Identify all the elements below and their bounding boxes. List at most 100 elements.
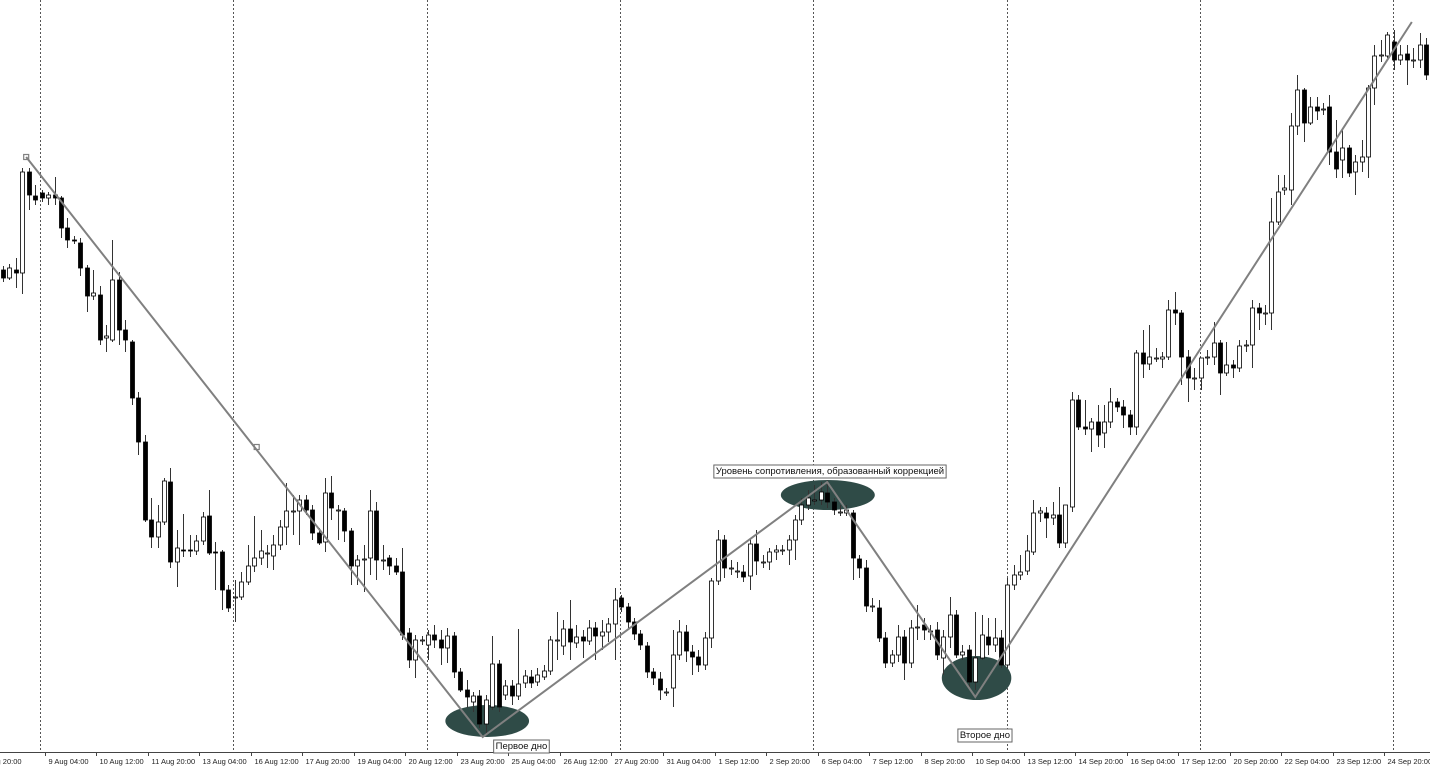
- bullish-candle-body: [1340, 147, 1345, 161]
- bullish-candle-body: [355, 559, 360, 567]
- candle: [890, 650, 895, 667]
- bearish-candle-body: [374, 510, 379, 561]
- annotation-box: [957, 728, 1013, 743]
- bearish-candle-body: [1044, 512, 1049, 519]
- bearish-candle-body: [497, 663, 502, 708]
- candle: [967, 645, 972, 688]
- candle: [259, 530, 264, 565]
- bearish-candle-body: [149, 519, 154, 538]
- bullish-candle-body: [104, 335, 109, 339]
- bearish-candle-body: [619, 597, 624, 608]
- candle: [1257, 303, 1262, 330]
- bullish-candle-body: [1237, 345, 1242, 369]
- bearish-candle-body: [342, 510, 347, 532]
- candle: [413, 635, 418, 678]
- candle: [703, 632, 708, 670]
- candle: [954, 610, 959, 658]
- candle: [503, 680, 508, 700]
- bullish-candle-body: [1276, 191, 1281, 223]
- bearish-candle-body: [452, 635, 457, 673]
- candle: [767, 548, 772, 570]
- candle: [72, 236, 77, 244]
- bullish-candle-body: [46, 194, 51, 199]
- candle: [1347, 145, 1352, 177]
- bullish-candle-body: [1108, 401, 1113, 423]
- bearish-candle-body: [690, 651, 695, 658]
- bearish-candle-body: [226, 589, 231, 609]
- candles: [1, 30, 1429, 735]
- bearish-candle-body: [1315, 106, 1320, 112]
- bearish-candle-body: [741, 571, 746, 578]
- bullish-candle-body: [555, 639, 560, 642]
- candle: [1083, 400, 1088, 435]
- candle: [915, 605, 920, 640]
- candle: [40, 190, 45, 202]
- candle: [1295, 75, 1300, 135]
- bullish-candle-body: [587, 627, 592, 642]
- zigzag-line: [23, 21, 1413, 739]
- candle: [677, 620, 682, 660]
- candle: [458, 668, 463, 692]
- candle: [1212, 322, 1217, 365]
- candle: [638, 630, 643, 650]
- x-tick-label: 8 Aug 20:00: [0, 757, 22, 766]
- bullish-candle-body: [445, 635, 450, 649]
- candle: [439, 630, 444, 665]
- bearish-candle-body: [1347, 147, 1352, 174]
- candle: [535, 668, 540, 686]
- bearish-candle-body: [754, 543, 759, 562]
- candle: [1147, 325, 1152, 370]
- candle: [20, 168, 25, 294]
- candle: [787, 535, 792, 565]
- bearish-candle-body: [432, 634, 437, 641]
- candle: [948, 597, 953, 648]
- bullish-candle-body: [239, 581, 244, 598]
- x-tick-label: 14 Sep 20:00: [1079, 757, 1124, 766]
- x-tick-label: 13 Sep 12:00: [1028, 757, 1073, 766]
- candle: [136, 392, 141, 455]
- bullish-candle-body: [110, 279, 115, 341]
- candle: [1224, 342, 1229, 376]
- bearish-candle-body: [400, 571, 405, 636]
- candle: [1160, 352, 1165, 368]
- x-tick-label: 9 Aug 04:00: [49, 757, 89, 766]
- x-tick-label: 1 Sep 12:00: [719, 757, 759, 766]
- candle: [1340, 130, 1345, 178]
- bearish-candle-body: [999, 637, 1004, 666]
- bearish-candle-body: [65, 227, 70, 241]
- bullish-candle-body: [574, 636, 579, 644]
- candle: [1121, 400, 1126, 428]
- candle: [909, 620, 914, 668]
- bullish-candle-body: [246, 565, 251, 583]
- candle: [1237, 340, 1242, 372]
- candle: [149, 498, 154, 548]
- candle: [523, 670, 528, 688]
- candle: [194, 535, 199, 555]
- bearish-candle-body: [626, 606, 631, 623]
- candle: [832, 498, 837, 515]
- bullish-candle-body: [516, 683, 521, 697]
- x-axis-background: [0, 753, 1430, 770]
- bullish-candle-body: [613, 599, 618, 625]
- bullish-candle-body: [1224, 364, 1229, 374]
- bearish-candle-body: [1173, 309, 1178, 314]
- bearish-candle-body: [857, 558, 862, 569]
- x-tick-label: 17 Sep 12:00: [1182, 757, 1227, 766]
- bullish-candle-body: [368, 510, 373, 559]
- bearish-candle-body: [832, 501, 837, 511]
- bearish-candle-body: [78, 242, 83, 269]
- candle: [980, 615, 985, 660]
- x-tick-label: 23 Sep 12:00: [1337, 757, 1382, 766]
- bullish-candle-body: [767, 551, 772, 563]
- candle: [156, 505, 161, 548]
- candle: [1096, 405, 1101, 447]
- bullish-candle-body: [812, 499, 817, 502]
- bullish-candle-body: [1038, 510, 1043, 514]
- candle: [1134, 350, 1139, 435]
- annotation-text: Первое дно: [496, 741, 548, 752]
- bearish-candle-body: [387, 557, 392, 567]
- bullish-candle-body: [799, 504, 804, 521]
- bullish-candle-body: [973, 657, 978, 683]
- candle: [690, 645, 695, 675]
- candle: [1372, 45, 1377, 105]
